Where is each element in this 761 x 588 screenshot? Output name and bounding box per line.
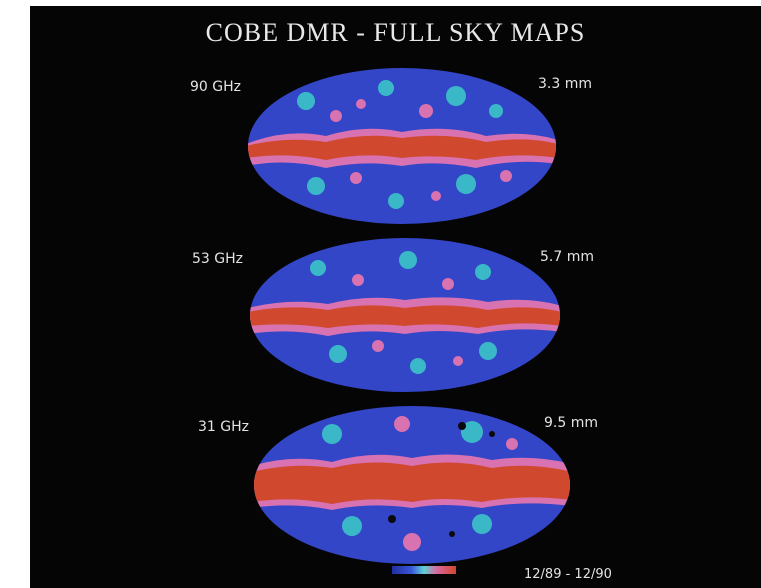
map-2-frequency: 53 GHz xyxy=(192,251,243,267)
sky-map-90ghz xyxy=(246,66,558,226)
sky-map-31ghz xyxy=(252,404,572,566)
map-1-wavelength: 3.3 mm xyxy=(538,76,592,92)
map-2-wavelength: 5.7 mm xyxy=(540,249,594,265)
map-3-frequency: 31 GHz xyxy=(198,419,249,435)
map-3-wavelength: 9.5 mm xyxy=(544,415,598,431)
map-1-frequency: 90 GHz xyxy=(190,79,241,95)
slide: COBE DMR - FULL SKY MAPS 90 GHz 3.3 mm xyxy=(30,6,761,588)
slide-title: COBE DMR - FULL SKY MAPS xyxy=(205,18,586,47)
color-scale-bar xyxy=(392,566,456,574)
sky-map-53ghz xyxy=(248,236,562,394)
date-range: 12/89 - 12/90 xyxy=(524,567,612,582)
